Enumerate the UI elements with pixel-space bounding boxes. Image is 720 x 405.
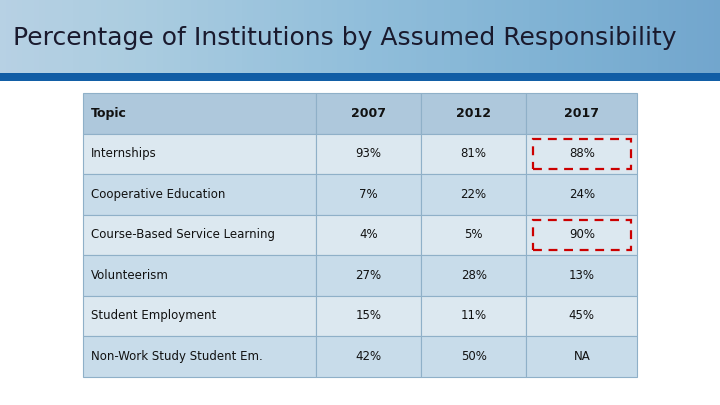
Text: 27%: 27% [355, 269, 382, 282]
Text: 13%: 13% [569, 269, 595, 282]
Text: 93%: 93% [355, 147, 382, 160]
Bar [526, 336, 637, 377]
Text: 11%: 11% [461, 309, 487, 322]
Bar [83, 296, 315, 336]
Bar [83, 255, 315, 296]
Bar [83, 174, 315, 215]
Bar [315, 174, 421, 215]
Bar [83, 215, 315, 255]
Text: 45%: 45% [569, 309, 595, 322]
Text: 2012: 2012 [456, 107, 491, 120]
Bar [533, 220, 631, 250]
Bar [526, 215, 637, 255]
Bar [526, 255, 637, 296]
Bar [533, 139, 631, 169]
Text: 2017: 2017 [564, 107, 599, 120]
Text: 4%: 4% [359, 228, 377, 241]
Bar [526, 93, 637, 134]
Text: 5%: 5% [464, 228, 483, 241]
Text: Student Employment: Student Employment [91, 309, 217, 322]
Text: Percentage of Institutions by Assumed Responsibility: Percentage of Institutions by Assumed Re… [13, 26, 677, 51]
Bar [0, 0, 720, 73]
Bar [315, 93, 421, 134]
Text: 2007: 2007 [351, 107, 386, 120]
Text: 42%: 42% [355, 350, 382, 363]
Bar [526, 174, 637, 215]
Bar [421, 336, 526, 377]
Bar [526, 134, 637, 174]
Text: Non-Work Study Student Em.: Non-Work Study Student Em. [91, 350, 263, 363]
Bar [315, 296, 421, 336]
Text: 24%: 24% [569, 188, 595, 201]
Text: Cooperative Education: Cooperative Education [91, 188, 225, 201]
Bar [421, 134, 526, 174]
Text: 7%: 7% [359, 188, 377, 201]
Text: Internships: Internships [91, 147, 157, 160]
Bar [315, 134, 421, 174]
Bar [0, 81, 720, 405]
Bar [421, 255, 526, 296]
Text: Volunteerism: Volunteerism [91, 269, 169, 282]
Text: 88%: 88% [569, 147, 595, 160]
Bar [315, 336, 421, 377]
Bar [421, 93, 526, 134]
Bar [83, 134, 315, 174]
Bar [421, 215, 526, 255]
Text: 15%: 15% [355, 309, 382, 322]
Bar [526, 296, 637, 336]
Text: 50%: 50% [461, 350, 487, 363]
Text: Course-Based Service Learning: Course-Based Service Learning [91, 228, 275, 241]
Bar [421, 174, 526, 215]
Text: 90%: 90% [569, 228, 595, 241]
Text: 22%: 22% [461, 188, 487, 201]
Text: Topic: Topic [91, 107, 127, 120]
Text: 28%: 28% [461, 269, 487, 282]
Bar [315, 255, 421, 296]
Bar [83, 336, 315, 377]
Text: NA: NA [573, 350, 590, 363]
Bar [83, 93, 315, 134]
Text: 81%: 81% [461, 147, 487, 160]
Bar [315, 215, 421, 255]
Bar [421, 296, 526, 336]
